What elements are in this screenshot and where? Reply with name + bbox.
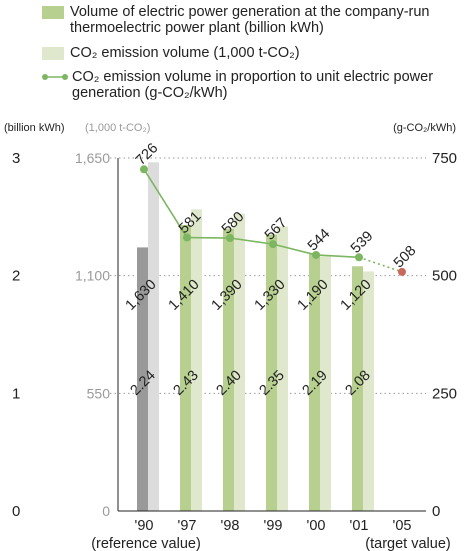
y-tick-emission: 1,650 [75, 150, 110, 166]
y-tick-intensity: 500 [432, 268, 457, 285]
x-tick-label: '99 [264, 518, 283, 534]
bar-generation [223, 228, 234, 511]
intensity-line-segment [229, 237, 274, 245]
x-note-reference: (reference value) [91, 536, 201, 551]
legend-swatch-emission [42, 47, 64, 60]
x-tick-label: '90 [135, 518, 154, 534]
y-tick-emission: 1,100 [75, 268, 110, 284]
legend-item-intensity: CO₂ emission volume in proportion to uni… [42, 69, 457, 101]
x-note-target: (target value) [365, 536, 450, 551]
bar-emission [234, 213, 245, 511]
legend-item-emission: CO₂ emission volume (1,000 t-CO₂) [42, 45, 300, 61]
axis-unit-intensity: (g-CO₂/kWh) [393, 122, 456, 134]
bar-emission [148, 162, 159, 511]
intensity-point [183, 233, 191, 242]
data-label-intensity: 539 [348, 228, 376, 256]
legend-label-emission: CO₂ emission volume (1,000 t-CO₂) [70, 45, 300, 61]
intensity-line-segment [143, 168, 188, 238]
intensity-point [355, 253, 363, 262]
x-tick-label: '05 [393, 518, 412, 534]
intensity-point [140, 165, 148, 174]
bar-emission [363, 271, 374, 511]
y-tick-generation: 0 [12, 503, 20, 520]
x-tick-label: '97 [178, 518, 197, 534]
legend-swatch-generation [42, 6, 64, 19]
legend-line-icon [42, 74, 68, 80]
x-tick-label: '00 [307, 518, 326, 534]
legend: Volume of electric power generation at t… [0, 0, 464, 112]
legend-item-generation: Volume of electric power generation at t… [42, 4, 455, 36]
bar-generation [352, 266, 363, 511]
bar-generation [137, 247, 148, 511]
intensity-point [269, 240, 277, 249]
intensity-line-segment [315, 254, 360, 259]
legend-label-generation: Volume of electric power generation at t… [70, 4, 430, 36]
y-tick-intensity: 0 [432, 503, 440, 520]
y-tick-intensity: 750 [432, 150, 457, 167]
y-tick-emission: 0 [102, 503, 110, 519]
intensity-point [398, 267, 406, 276]
y-tick-intensity: 250 [432, 385, 457, 402]
y-tick-generation: 1 [12, 385, 20, 402]
bar-generation [180, 225, 191, 511]
bar-emission [191, 209, 202, 511]
bar-generation [266, 234, 277, 511]
y-tick-generation: 2 [12, 268, 20, 285]
axis-unit-generation: (billion kWh) [4, 122, 65, 134]
intensity-point [226, 234, 234, 243]
x-tick-label: '01 [350, 518, 369, 534]
bar-emission [277, 226, 288, 511]
legend-label-intensity: CO₂ emission volume in proportion to uni… [72, 69, 434, 101]
x-tick-label: '98 [221, 518, 240, 534]
bar-emission [320, 256, 331, 511]
intensity-line-segment [272, 243, 317, 256]
data-label-intensity: 544 [305, 226, 333, 254]
data-label-intensity: 508 [391, 243, 419, 271]
intensity-point [312, 250, 320, 259]
bar-generation [309, 253, 320, 511]
y-tick-generation: 3 [12, 150, 20, 167]
y-tick-emission: 550 [87, 385, 111, 401]
axis-unit-emission: (1,000 t-CO₂) [85, 122, 150, 134]
